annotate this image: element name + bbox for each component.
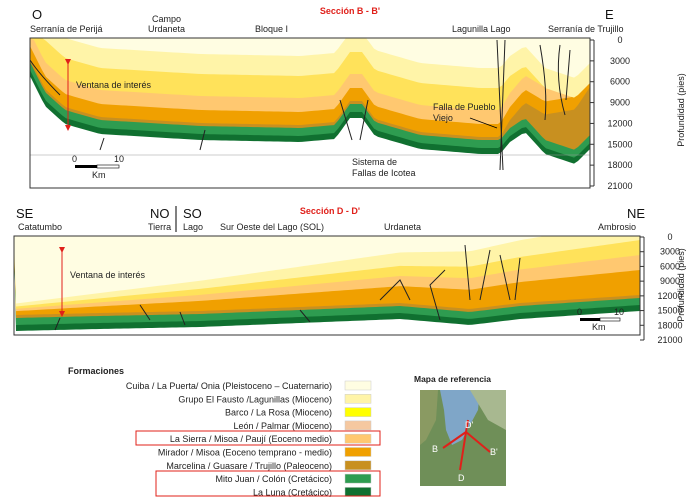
place: Ambrosio: [598, 222, 636, 232]
depth-tick-label: 15000: [657, 306, 682, 316]
depth-tick-label: 3000: [660, 247, 680, 257]
legend-label: Barco / La Rosa (Mioceno): [225, 408, 332, 418]
scale-label: Km: [92, 170, 106, 180]
place: Serranía de Perijá: [30, 24, 103, 34]
section-bb-layers: [30, 38, 590, 170]
legend-label: La Sierra / Misoa / Paují (Eoceno medio): [170, 434, 332, 444]
depth-tick-label: 12000: [607, 118, 632, 128]
map-label: B: [432, 444, 438, 454]
legend-swatch: [345, 448, 371, 457]
legend-swatch: [345, 461, 371, 470]
legend-label: Marcelina / Guasare / Trujillo (Paleocen…: [166, 461, 332, 471]
orientation: E: [605, 7, 614, 22]
orientation: O: [32, 7, 42, 22]
depth-tick-label: 6000: [660, 261, 680, 271]
map-label: D': [465, 420, 473, 430]
place: Bloque I: [255, 24, 288, 34]
map-label: B': [490, 447, 498, 457]
reference-map: D' B B' D: [420, 390, 506, 486]
depth-tick-label: 12000: [657, 291, 682, 301]
legend-swatch: [345, 487, 371, 496]
depth-tick-label: 15000: [607, 139, 632, 149]
annotation: Fallas de Icotea: [352, 168, 416, 178]
place: Serranía de Trujillo: [548, 24, 624, 34]
orientation: SO: [183, 206, 202, 221]
place: Urdaneta: [384, 222, 421, 232]
legend-label: Mito Juan / Colón (Cretácico): [215, 474, 332, 484]
scale-label: 0: [72, 154, 77, 164]
legend-label: Mirador / Misoa (Eoceno temprano - medio…: [158, 448, 332, 458]
scale-label: 0: [577, 307, 582, 317]
place: Campo: [152, 14, 181, 24]
fault: [100, 138, 104, 150]
axis-label: Profundidad (pies): [676, 73, 686, 147]
depth-tick-label: 9000: [610, 98, 630, 108]
legend-swatch: [345, 421, 371, 430]
map-title: Mapa de referencia: [414, 374, 491, 384]
orientation: NO: [150, 206, 170, 221]
legend: Cuiba / La Puerta/ Onia (Pleistoceno – C…: [126, 381, 371, 497]
place: Catatumbo: [18, 222, 62, 232]
legend-swatch: [345, 408, 371, 417]
map-label: D: [458, 473, 465, 483]
legend-title: Formaciones: [68, 366, 124, 376]
scale-label: 10: [614, 307, 624, 317]
legend-swatch: [345, 474, 371, 483]
legend-swatch: [345, 434, 371, 443]
legend-label: Cuiba / La Puerta/ Onia (Pleistoceno – C…: [126, 381, 332, 391]
depth-tick-label: 0: [617, 35, 622, 45]
depth-tick-label: 18000: [657, 320, 682, 330]
scale-label: Km: [592, 322, 606, 332]
orientation: NE: [627, 206, 645, 221]
place: Sur Oeste del Lago (SOL): [220, 222, 324, 232]
depth-tick-label: 18000: [607, 160, 632, 170]
annotation: Sistema de: [352, 157, 397, 167]
legend-label: León / Palmar (Mioceno): [233, 421, 332, 431]
figure: Sección B - B' O E Serranía de Perijá Ca…: [0, 0, 694, 497]
place: Urdaneta: [148, 24, 185, 34]
legend-label: Grupo El Fausto /Lagunillas (Mioceno): [178, 394, 332, 404]
legend-swatch: [345, 381, 371, 390]
scale-label: 10: [114, 154, 124, 164]
depth-tick-label: 0: [667, 232, 672, 242]
orientation: SE: [16, 206, 34, 221]
section-title: Sección B - B': [320, 6, 380, 16]
depth-tick-label: 21000: [657, 335, 682, 345]
annotation: Viejo: [433, 113, 453, 123]
depth-tick-label: 21000: [607, 181, 632, 191]
depth-tick-label: 6000: [610, 77, 630, 87]
section-title: Sección D - D': [300, 206, 360, 216]
depth-tick-label: 3000: [610, 56, 630, 66]
section-dd-layers: [14, 236, 640, 331]
depth-tick-label: 9000: [660, 276, 680, 286]
place: Tierra: [148, 222, 171, 232]
annotation: Ventana de interés: [70, 270, 146, 280]
place: Lagunilla Lago: [452, 24, 511, 34]
annotation: Falla de Pueblo: [433, 102, 496, 112]
scale-bar: 0 10 Km: [72, 154, 124, 180]
legend-swatch: [345, 394, 371, 403]
place: Lago: [183, 222, 203, 232]
annotation: Ventana de interés: [76, 80, 152, 90]
